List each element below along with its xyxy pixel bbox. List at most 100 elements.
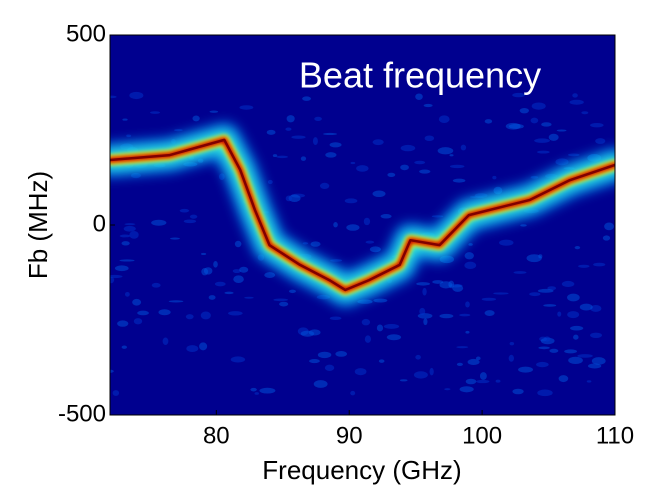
background-speckle bbox=[126, 134, 132, 138]
background-speckle bbox=[423, 103, 433, 108]
background-speckle bbox=[189, 214, 198, 219]
background-speckle bbox=[508, 123, 524, 129]
background-speckle bbox=[558, 375, 569, 383]
background-speckle bbox=[323, 132, 338, 136]
background-speckle bbox=[467, 358, 480, 366]
background-speckle bbox=[213, 261, 218, 268]
background-speckle bbox=[586, 380, 592, 383]
background-speckle bbox=[266, 129, 276, 135]
background-speckle bbox=[459, 313, 471, 317]
background-speckle bbox=[464, 252, 474, 260]
background-speckle bbox=[456, 346, 469, 349]
background-speckle bbox=[465, 330, 470, 334]
background-speckle bbox=[518, 366, 534, 373]
background-speckle bbox=[484, 119, 493, 124]
background-speckle bbox=[574, 245, 581, 250]
background-speckle bbox=[373, 298, 388, 303]
background-speckle bbox=[361, 318, 371, 326]
background-speckle bbox=[330, 259, 343, 262]
plot-area bbox=[110, 91, 615, 397]
background-speckle bbox=[192, 115, 200, 122]
background-speckle bbox=[244, 296, 254, 299]
background-speckle bbox=[438, 115, 450, 123]
background-speckle bbox=[232, 269, 241, 274]
background-speckle bbox=[573, 334, 579, 340]
background-speckle bbox=[364, 335, 372, 343]
background-speckle bbox=[512, 388, 524, 395]
background-speckle bbox=[254, 392, 259, 395]
background-speckle bbox=[519, 107, 529, 114]
ridge-line bbox=[110, 138, 615, 292]
background-speckle bbox=[350, 390, 356, 396]
background-speckle bbox=[239, 266, 249, 273]
background-speckle bbox=[512, 92, 526, 98]
background-speckle bbox=[581, 111, 589, 115]
background-speckle bbox=[302, 242, 309, 245]
background-speckle bbox=[285, 195, 293, 202]
background-speckle bbox=[344, 198, 358, 204]
background-speckle bbox=[259, 387, 276, 394]
x-tick-label: 110 bbox=[596, 422, 634, 449]
background-speckle bbox=[250, 387, 257, 392]
background-speckle bbox=[199, 342, 208, 351]
background-speckle bbox=[543, 304, 557, 307]
background-speckle bbox=[464, 261, 477, 270]
background-speckle bbox=[365, 240, 375, 244]
background-speckle bbox=[272, 154, 278, 158]
background-speckle bbox=[279, 301, 289, 307]
background-speckle bbox=[419, 169, 431, 174]
background-speckle bbox=[456, 362, 463, 366]
background-speckle bbox=[448, 280, 455, 289]
background-speckle bbox=[449, 154, 454, 157]
background-speckle bbox=[548, 133, 559, 141]
background-speckle bbox=[383, 323, 400, 329]
background-speckle bbox=[317, 351, 332, 359]
background-speckle bbox=[543, 336, 551, 342]
background-speckle bbox=[133, 318, 143, 325]
background-speckle bbox=[183, 219, 197, 224]
background-speckle bbox=[520, 224, 527, 227]
background-speckle bbox=[151, 282, 161, 288]
background-speckle bbox=[186, 345, 199, 353]
background-speckle bbox=[234, 240, 242, 248]
background-speckle bbox=[414, 160, 426, 165]
background-speckle bbox=[419, 307, 426, 316]
background-speckle bbox=[437, 147, 454, 155]
background-speckle bbox=[424, 135, 435, 142]
background-speckle bbox=[372, 190, 386, 198]
background-speckle bbox=[452, 178, 466, 183]
background-speckle bbox=[350, 161, 356, 165]
background-speckle bbox=[369, 246, 381, 253]
background-speckle bbox=[513, 271, 527, 274]
background-speckle bbox=[439, 313, 454, 319]
background-speckle bbox=[561, 280, 575, 287]
background-speckle bbox=[568, 356, 583, 365]
background-speckle bbox=[416, 282, 430, 286]
background-speckle bbox=[481, 297, 497, 301]
background-speckle bbox=[529, 292, 541, 297]
x-tick-label: 90 bbox=[336, 422, 363, 449]
background-speckle bbox=[530, 117, 539, 124]
background-speckle bbox=[285, 127, 292, 131]
x-axis-label: Frequency (GHz) bbox=[262, 455, 461, 485]
background-speckle bbox=[537, 389, 553, 397]
y-tick-label: -500 bbox=[58, 400, 106, 427]
background-speckle bbox=[475, 356, 481, 361]
background-speckle bbox=[333, 222, 338, 228]
background-speckle bbox=[432, 280, 444, 284]
background-speckle bbox=[465, 301, 470, 308]
background-speckle bbox=[537, 150, 550, 154]
background-speckle bbox=[158, 309, 171, 316]
background-speckle bbox=[534, 138, 550, 143]
background-speckle bbox=[564, 349, 578, 354]
background-speckle bbox=[173, 128, 183, 132]
background-speckle bbox=[531, 102, 546, 110]
background-speckle bbox=[137, 310, 149, 316]
background-speckle bbox=[577, 354, 593, 358]
background-speckle bbox=[119, 234, 131, 238]
background-speckle bbox=[230, 356, 246, 363]
background-speckle bbox=[218, 173, 225, 180]
background-speckle bbox=[124, 223, 136, 226]
background-speckle bbox=[555, 158, 569, 166]
